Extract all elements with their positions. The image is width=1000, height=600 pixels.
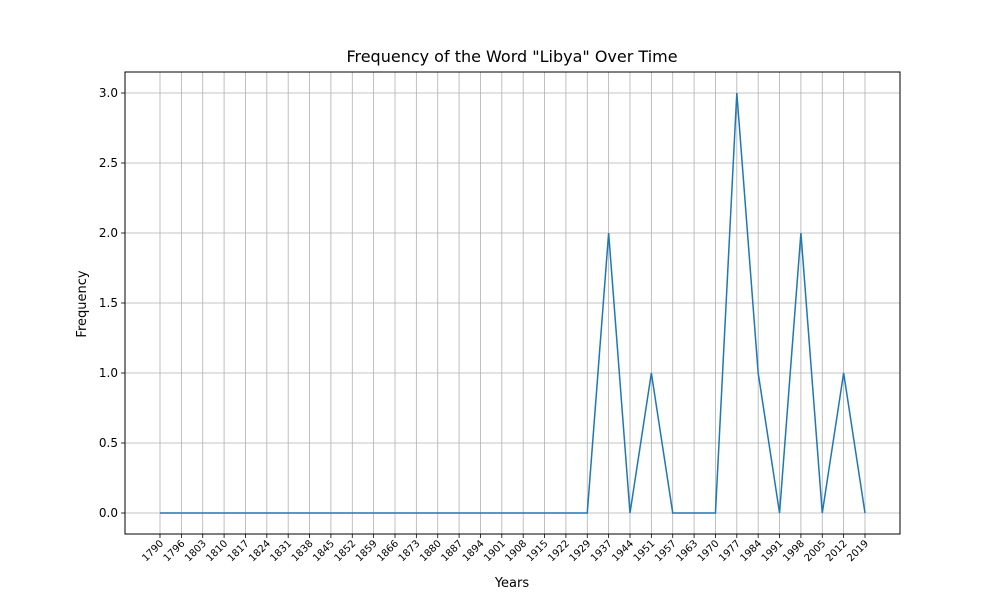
- y-axis-label: Frequency: [75, 270, 90, 337]
- x-tick-label: 1859: [354, 538, 380, 564]
- grid-lines: [125, 72, 900, 534]
- x-tick-label: 2019: [845, 538, 871, 564]
- x-tick-label: 1796: [162, 538, 188, 564]
- x-tick-label: 2005: [803, 538, 829, 564]
- x-tick-label: 1817: [226, 538, 252, 564]
- x-tick-label: 1866: [375, 538, 401, 564]
- x-tick-label: 1922: [546, 538, 572, 564]
- x-tick-label: 1970: [696, 538, 722, 564]
- y-tick-label: 1.5: [99, 296, 118, 310]
- x-tick-label: 1963: [674, 538, 700, 564]
- x-tick-label: 1887: [439, 538, 465, 564]
- x-tick-label: 1790: [140, 538, 166, 564]
- y-tick-label: 2.0: [99, 226, 118, 240]
- series-line: [160, 92, 866, 514]
- chart-title: Frequency of the Word "Libya" Over Time: [346, 47, 678, 66]
- x-tick-label: 1944: [610, 538, 636, 564]
- x-tick-label: 1951: [632, 538, 658, 564]
- x-tick-label: 1852: [333, 538, 359, 564]
- x-tick-label: 1901: [482, 538, 508, 564]
- x-tick-label: 1831: [269, 538, 295, 564]
- y-tick-label: 0.0: [99, 506, 118, 520]
- x-tick-label: 1929: [568, 538, 594, 564]
- x-tick-label: 1838: [290, 538, 316, 564]
- x-tick-label: 1873: [397, 538, 423, 564]
- y-tick-label: 2.5: [99, 156, 118, 170]
- x-tick-label: 1845: [311, 538, 337, 564]
- x-tick-label: 1977: [717, 538, 743, 564]
- y-tick-label: 0.5: [99, 436, 118, 450]
- x-axis-label: Years: [494, 576, 530, 591]
- x-tick-label: 1937: [589, 538, 615, 564]
- x-tick-label: 1810: [204, 538, 230, 564]
- x-axis-ticks: 1790179618031810181718241831183818451852…: [140, 534, 871, 564]
- x-tick-label: 1998: [781, 538, 807, 564]
- x-tick-label: 1880: [418, 538, 444, 564]
- x-tick-label: 1984: [739, 538, 765, 564]
- x-tick-label: 1803: [183, 538, 209, 564]
- y-tick-label: 1.0: [99, 366, 118, 380]
- x-tick-label: 1894: [461, 538, 487, 564]
- x-tick-label: 1957: [653, 538, 679, 564]
- y-axis-ticks: 0.0 0.5 1.0 1.5 2.0 2.5 3.0: [99, 86, 125, 520]
- x-tick-label: 1915: [525, 538, 551, 564]
- x-tick-label: 1824: [247, 538, 273, 564]
- x-tick-label: 2012: [824, 538, 850, 564]
- x-tick-label: 1908: [504, 538, 530, 564]
- x-tick-label: 1991: [760, 538, 786, 564]
- y-tick-label: 3.0: [99, 86, 118, 100]
